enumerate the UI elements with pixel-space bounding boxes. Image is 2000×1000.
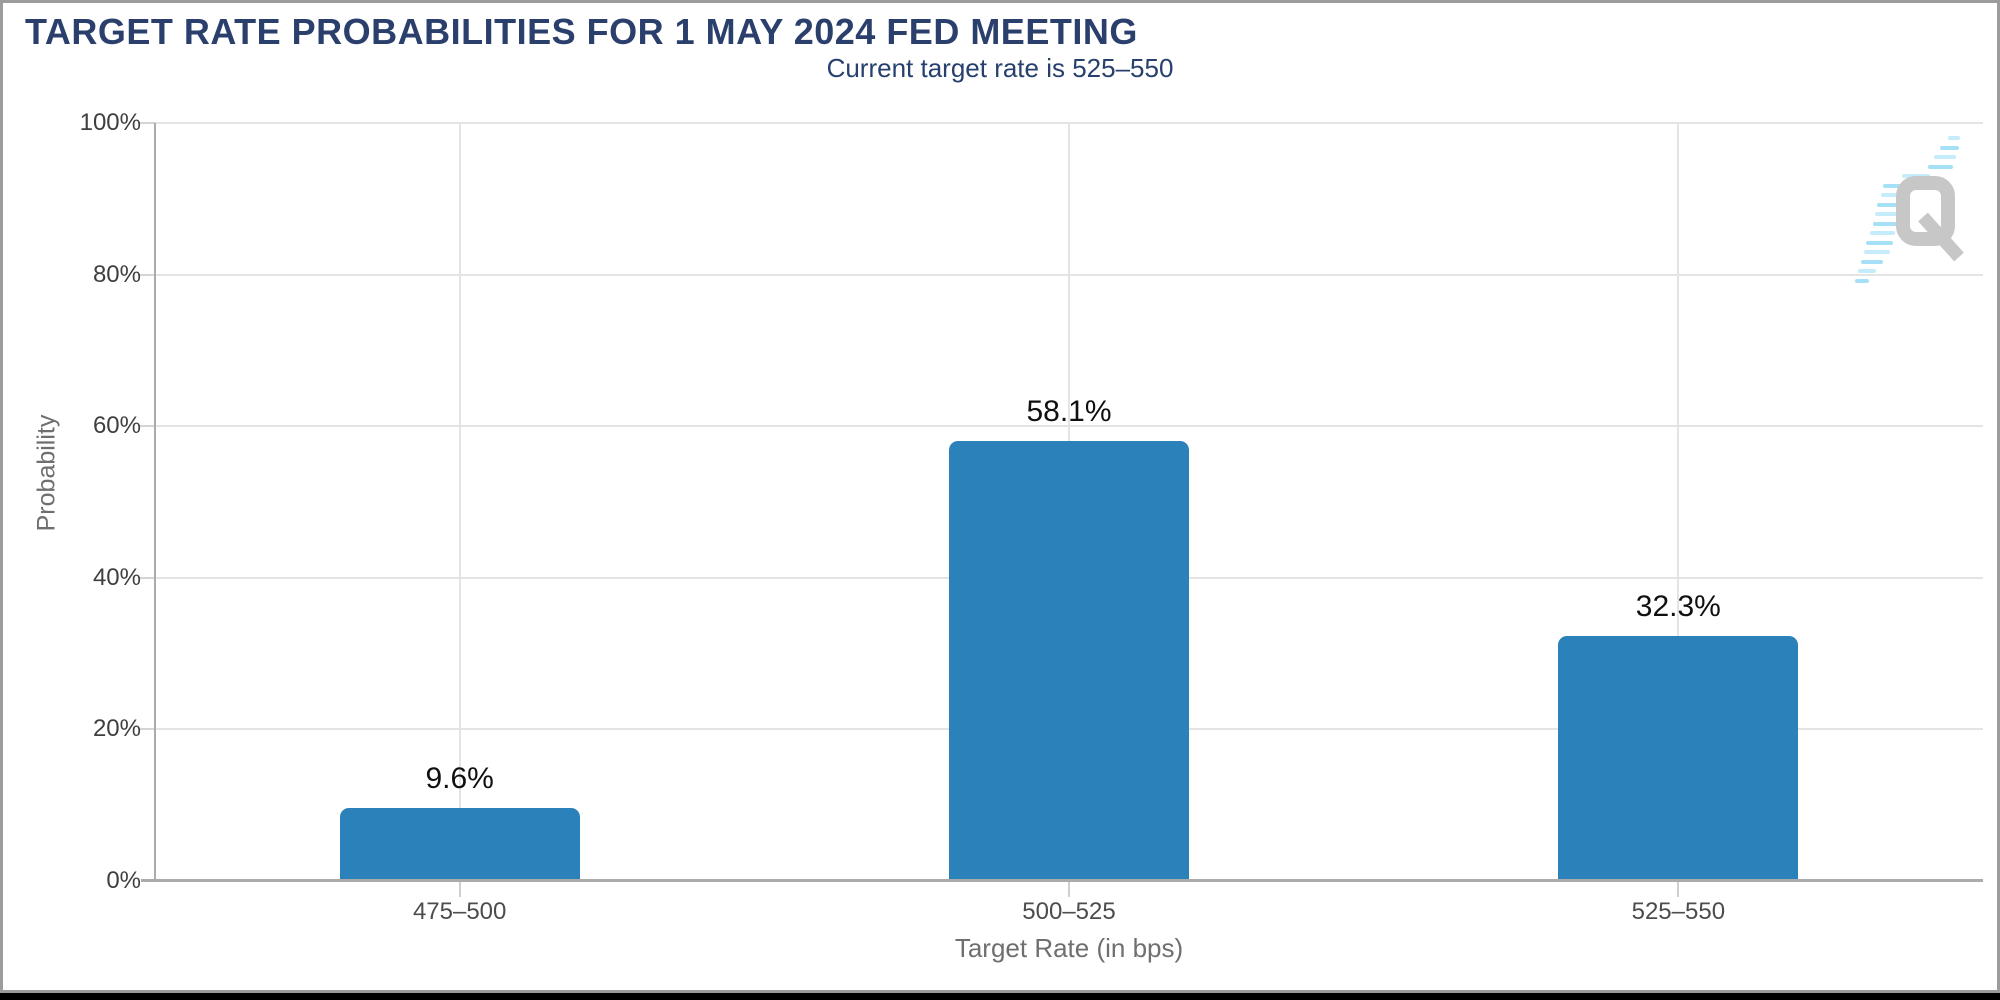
- y-axis-tick-label: 0%: [106, 867, 141, 894]
- y-axis-title: Probability: [32, 414, 61, 532]
- logo-q-letter: [1896, 176, 1964, 262]
- y-axis-tick-label: 100%: [79, 109, 141, 136]
- gridline-vertical: [458, 123, 461, 881]
- x-axis-title: Target Rate (in bps): [954, 933, 1184, 963]
- chart-title: TARGET RATE PROBABILITIES FOR 1 MAY 2024…: [25, 11, 1138, 52]
- y-axis-tick: [139, 576, 155, 579]
- x-axis-category-label: 525–550: [1631, 898, 1726, 925]
- bar-value-label: 9.6%: [425, 762, 494, 796]
- y-axis-tick: [139, 122, 155, 124]
- y-axis-tick: [139, 273, 155, 276]
- y-axis-tick-label: 80%: [92, 260, 141, 288]
- y-axis-tick: [139, 425, 155, 428]
- bar-value-label: 32.3%: [1635, 590, 1721, 624]
- gridline-vertical: [1677, 123, 1680, 881]
- logo-swoosh: [1855, 136, 1960, 283]
- plot-area: [155, 122, 1983, 881]
- bar: [949, 440, 1189, 881]
- y-axis-tick-label: 40%: [92, 563, 141, 591]
- x-axis-tick: [1677, 882, 1680, 897]
- y-axis-tick-label: 20%: [92, 715, 141, 743]
- bar-value-label: 58.1%: [1026, 394, 1112, 428]
- x-axis-category-label: 500–525: [1022, 898, 1116, 925]
- logo-q-icon: [1855, 136, 1964, 283]
- x-axis-tick: [1068, 882, 1070, 897]
- y-axis-tick-label: 60%: [92, 412, 141, 440]
- y-axis-tick: [139, 728, 155, 731]
- x-axis-line: [141, 879, 1983, 882]
- bar: [339, 808, 580, 881]
- chart-subtitle: Current target rate is 525–550: [826, 53, 1174, 83]
- bar: [1558, 636, 1799, 881]
- y-axis-line: [154, 123, 156, 881]
- x-axis-category-label: 475–500: [412, 898, 507, 925]
- x-axis-tick: [458, 882, 461, 897]
